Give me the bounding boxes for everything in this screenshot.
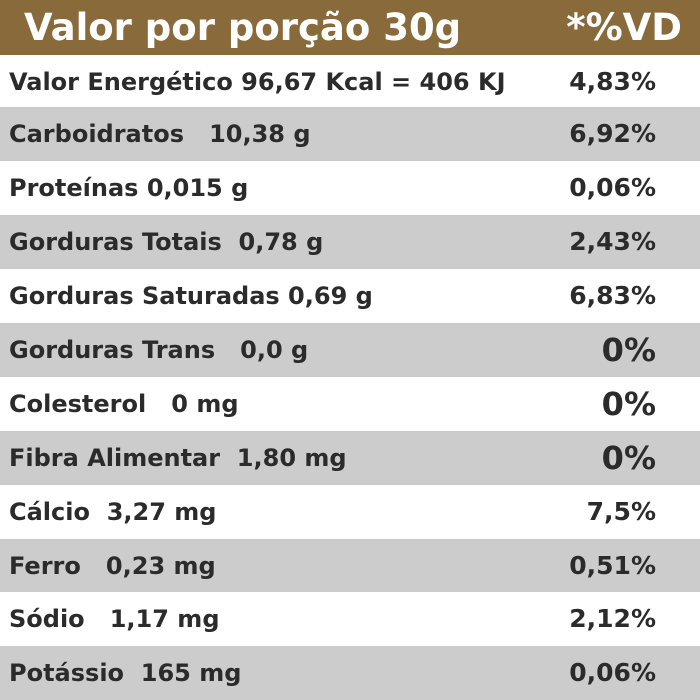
nutrient-label: Colesterol 0 mg bbox=[9, 390, 239, 418]
daily-value: 0,06% bbox=[569, 658, 656, 687]
nutrient-label: Gorduras Totais 0,78 g bbox=[9, 228, 324, 256]
nutrient-label: Fibra Alimentar 1,80 mg bbox=[9, 444, 347, 472]
nutrient-label: Proteínas 0,015 g bbox=[9, 174, 249, 202]
daily-value: 6,83% bbox=[569, 281, 656, 310]
daily-value: 0,06% bbox=[569, 173, 656, 202]
table-row-proteins: Proteínas 0,015 g 0,06% bbox=[0, 161, 700, 215]
table-row-calcium: Cálcio 3,27 mg 7,5% bbox=[0, 485, 700, 539]
daily-value: 0% bbox=[601, 331, 656, 369]
nutrient-label: Sódio 1,17 mg bbox=[9, 605, 220, 633]
table-row-iron: Ferro 0,23 mg 0,51% bbox=[0, 539, 700, 593]
table-row-cholesterol: Colesterol 0 mg 0% bbox=[0, 377, 700, 431]
table-row-potassium: Potássio 165 mg 0,06% bbox=[0, 646, 700, 700]
serving-title: Valor por porção 30g bbox=[24, 6, 462, 49]
daily-value: 4,83% bbox=[569, 67, 656, 96]
daily-value: 0% bbox=[601, 439, 656, 477]
nutrient-label: Carboidratos 10,38 g bbox=[9, 120, 311, 148]
daily-value: 2,43% bbox=[569, 227, 656, 256]
nutrient-label: Gorduras Trans 0,0 g bbox=[9, 336, 309, 364]
table-row-sodium: Sódio 1,17 mg 2,12% bbox=[0, 592, 700, 646]
table-row-energy: Valor Energético 96,67 Kcal = 406 KJ 4,8… bbox=[0, 55, 700, 109]
table-row-carbohydrates: Carboidratos 10,38 g 6,92% bbox=[0, 107, 700, 161]
table-row-saturated-fat: Gorduras Saturadas 0,69 g 6,83% bbox=[0, 269, 700, 323]
daily-value-header: *%VD bbox=[566, 6, 682, 49]
nutrient-label: Gorduras Saturadas 0,69 g bbox=[9, 282, 373, 310]
nutrient-label: Potássio 165 mg bbox=[9, 659, 242, 687]
nutrient-label: Valor Energético 96,67 Kcal = 406 KJ bbox=[9, 68, 506, 96]
table-row-total-fat: Gorduras Totais 0,78 g 2,43% bbox=[0, 215, 700, 269]
nutrient-label: Cálcio 3,27 mg bbox=[9, 498, 217, 526]
daily-value: 6,92% bbox=[569, 119, 656, 148]
daily-value: 2,12% bbox=[569, 604, 656, 633]
daily-value: 0% bbox=[601, 385, 656, 423]
table-header: Valor por porção 30g *%VD bbox=[0, 0, 700, 55]
daily-value: 0,51% bbox=[569, 551, 656, 580]
nutrient-label: Ferro 0,23 mg bbox=[9, 552, 216, 580]
table-row-trans-fat: Gorduras Trans 0,0 g 0% bbox=[0, 323, 700, 377]
daily-value: 7,5% bbox=[586, 497, 656, 526]
table-row-dietary-fiber: Fibra Alimentar 1,80 mg 0% bbox=[0, 431, 700, 485]
